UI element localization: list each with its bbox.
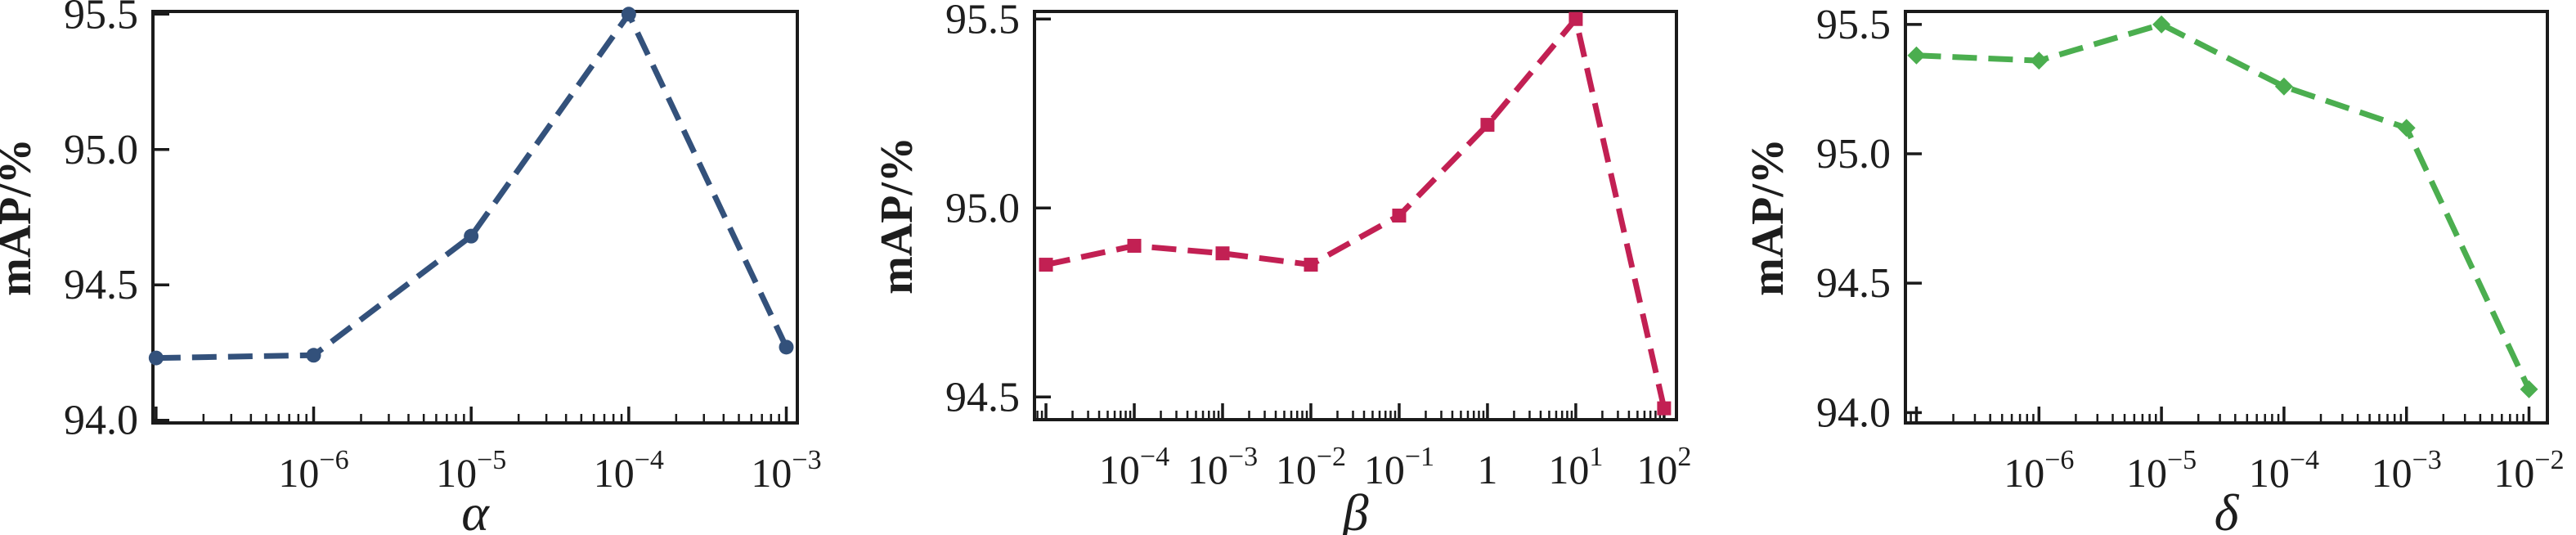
delta-map-chart-panel: 94.0 94.5 95.0 95.5 10−6 10−5 10−4 10−3 10−2 mAP/… xyxy=(1717,0,2576,535)
y-tick-label: 94.0 xyxy=(1816,389,1891,436)
data-point-marker xyxy=(2397,119,2416,137)
data-point-marker xyxy=(2520,380,2538,398)
y-tick-label: 94.0 xyxy=(64,398,138,444)
y-axis: 94.5 95.0 95.5 xyxy=(945,0,1051,420)
y-tick-label: 94.5 xyxy=(1816,260,1891,307)
axes-frame xyxy=(1904,10,2549,425)
data-point-marker xyxy=(1039,258,1053,272)
data-point-marker xyxy=(621,7,636,22)
data-point-marker xyxy=(2030,52,2049,70)
x-tick-label: 10−3 xyxy=(2372,445,2442,496)
x-tick-label: 10−4 xyxy=(2249,445,2319,496)
x-tick-label: 101 xyxy=(1548,442,1603,492)
x-tick-label: 10−4 xyxy=(1099,442,1169,492)
x-tick-label: 10−1 xyxy=(1364,442,1434,492)
data-point-marker xyxy=(1907,46,1926,65)
x-tick-label: 10−5 xyxy=(2126,445,2197,496)
y-tick-label: 94.5 xyxy=(64,262,138,308)
data-point-marker xyxy=(2274,77,2293,96)
data-point-marker xyxy=(1304,258,1318,272)
data-point-marker xyxy=(1392,209,1407,223)
axes-frame xyxy=(151,10,799,425)
data-point-marker xyxy=(148,350,164,366)
x-tick-label: 102 xyxy=(1636,442,1691,492)
beta-map-chart-panel: 94.5 95.0 95.5 10−4 10−3 10−2 10−1 1 101 102 mAP/%… xyxy=(859,0,1717,535)
y-tick-label: 95.0 xyxy=(1816,131,1891,178)
x-tick-label: 10−4 xyxy=(594,445,664,496)
alpha-ablation-line xyxy=(155,11,789,362)
x-axis-title: β xyxy=(1341,483,1369,535)
y-tick-label: 95.5 xyxy=(64,0,138,38)
beta-ablation-markers xyxy=(1039,11,1672,416)
beta-ablation-line xyxy=(1045,16,1667,409)
x-tick-label: 10−2 xyxy=(2493,445,2564,496)
data-point-marker xyxy=(1127,238,1142,253)
x-axis: 10−6 10−5 10−4 10−3 10−2 xyxy=(1910,407,2565,496)
data-point-marker xyxy=(1480,118,1495,133)
y-axis-title: mAP/% xyxy=(872,137,922,294)
x-tick-label: 10−3 xyxy=(751,445,821,496)
y-tick-label: 94.5 xyxy=(945,374,1020,420)
y-axis-title: mAP/% xyxy=(1743,138,1793,296)
x-axis-title: α xyxy=(461,483,490,535)
x-axis-title: δ xyxy=(2215,483,2240,535)
alpha-ablation-markers xyxy=(148,7,794,366)
data-point-marker xyxy=(464,228,479,244)
x-tick-label: 10−6 xyxy=(278,445,348,496)
x-axis: 10−4 10−3 10−2 10−1 1 101 102 xyxy=(1036,403,1691,492)
x-tick-label: 10−6 xyxy=(2004,445,2074,496)
x-tick-label: 10−5 xyxy=(436,445,506,496)
alpha-ablation-chart: 94.0 94.5 95.0 95.5 10−6 10−5 10−4 10−3 mAP/% α xyxy=(0,0,822,535)
data-point-marker xyxy=(779,339,794,355)
data-point-marker xyxy=(1215,246,1230,261)
y-tick-label: 95.5 xyxy=(945,0,1020,43)
data-point-marker xyxy=(306,348,321,363)
delta-ablation-chart: 94.0 94.5 95.0 95.5 10−6 10−5 10−4 10−3 10−2 mAP/… xyxy=(1743,2,2565,535)
data-point-marker xyxy=(1568,11,1583,26)
data-point-marker xyxy=(2152,15,2171,34)
y-axis: 94.0 94.5 95.0 95.5 xyxy=(64,0,169,444)
alpha-map-chart-panel: 94.0 94.5 95.0 95.5 10−6 10−5 10−4 10−3 mAP/% α xyxy=(0,0,859,535)
beta-ablation-chart: 94.5 95.0 95.5 10−4 10−3 10−2 10−1 1 101 102 mAP/%… xyxy=(872,0,1691,535)
y-tick-label: 95.5 xyxy=(1816,2,1891,48)
delta-ablation-line xyxy=(1916,21,2532,391)
x-axis: 10−6 10−5 10−4 10−3 xyxy=(155,407,822,496)
x-tick-label: 10−2 xyxy=(1276,442,1346,492)
y-tick-label: 95.0 xyxy=(945,185,1020,232)
y-axis: 94.0 94.5 95.0 95.5 xyxy=(1816,2,1922,436)
data-point-marker xyxy=(1657,401,1672,416)
y-tick-label: 95.0 xyxy=(64,127,138,173)
x-tick-label: 1 xyxy=(1477,447,1497,492)
axes-frame xyxy=(1033,10,1678,421)
x-tick-label: 10−3 xyxy=(1187,442,1258,492)
delta-ablation-markers xyxy=(1907,15,2538,398)
y-axis-title: mAP/% xyxy=(0,138,41,296)
